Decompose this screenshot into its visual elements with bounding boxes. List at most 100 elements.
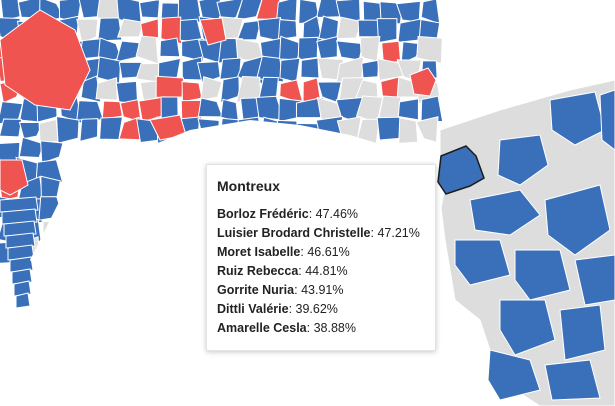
municipality-region[interactable] <box>95 77 118 101</box>
municipality-region[interactable] <box>361 59 380 79</box>
municipality-region[interactable] <box>159 37 181 58</box>
selected-municipality <box>437 145 485 195</box>
municipality-region[interactable] <box>400 41 423 65</box>
municipality-region[interactable] <box>38 118 60 144</box>
municipality-region[interactable] <box>181 37 205 62</box>
municipality-region[interactable] <box>0 159 29 196</box>
municipality-region[interactable] <box>15 292 31 309</box>
municipality-region[interactable] <box>18 121 44 140</box>
candidate-name: Borloz Frédéric <box>217 207 309 221</box>
municipality-region[interactable] <box>99 116 124 141</box>
municipality-region[interactable] <box>96 56 122 85</box>
municipality-region[interactable] <box>101 100 123 120</box>
municipality-region[interactable] <box>116 18 145 38</box>
candidate-percent: 43.91% <box>301 283 344 297</box>
candidate-percent: 46.61% <box>307 245 350 259</box>
municipality-region[interactable] <box>3 220 37 237</box>
candidate-result: Moret Isabelle: 46.61% <box>217 245 350 259</box>
municipality-region[interactable] <box>257 17 282 42</box>
municipality-region[interactable] <box>549 91 606 146</box>
municipality-region[interactable] <box>297 36 319 61</box>
municipality-region[interactable] <box>454 239 511 286</box>
municipality-region[interactable] <box>1 208 38 225</box>
candidate-percent: 39.62% <box>295 302 338 316</box>
municipality-region[interactable] <box>415 116 439 143</box>
municipality-region[interactable] <box>397 98 419 121</box>
municipality-region[interactable] <box>181 81 203 103</box>
municipality-region[interactable] <box>5 232 36 249</box>
municipality-region[interactable] <box>155 75 185 98</box>
municipality-region[interactable] <box>469 189 541 236</box>
candidate-name: Luisier Brodard Christelle <box>217 226 371 240</box>
municipality-region[interactable] <box>599 89 615 151</box>
municipality-region[interactable] <box>11 268 33 285</box>
municipality-region[interactable] <box>0 9 91 111</box>
municipality-region[interactable] <box>13 280 32 297</box>
municipality-region[interactable] <box>376 116 402 141</box>
candidate-percent: 47.21% <box>377 226 420 240</box>
municipality-region[interactable] <box>487 349 541 401</box>
municipality-region[interactable] <box>335 40 364 61</box>
municipality-region[interactable] <box>416 35 443 64</box>
municipality-region[interactable] <box>0 196 39 213</box>
municipality-region[interactable] <box>135 35 159 65</box>
candidate-results-list: Borloz Frédéric: 47.46% Luisier Brodard C… <box>217 205 425 338</box>
municipality-region[interactable] <box>376 18 398 44</box>
candidate-name: Ruiz Rebecca <box>217 264 299 278</box>
municipality-region[interactable] <box>197 97 224 118</box>
municipality-region[interactable] <box>0 118 23 138</box>
municipality-region[interactable] <box>220 76 240 104</box>
municipality-region[interactable] <box>499 299 556 356</box>
municipality-region[interactable] <box>115 40 140 63</box>
municipality-region[interactable] <box>381 40 402 63</box>
candidate-name: Dittli Valérie <box>217 302 289 316</box>
candidate-name: Amarelle Cesla <box>217 321 307 335</box>
municipality-region[interactable] <box>9 256 34 273</box>
candidate-result: Amarelle Cesla: 38.88% <box>217 321 356 335</box>
municipality-region[interactable] <box>96 0 123 22</box>
municipality-region[interactable] <box>199 17 227 46</box>
municipality-region[interactable] <box>279 57 301 83</box>
municipality-region[interactable] <box>80 75 102 103</box>
municipality-region[interactable] <box>200 76 223 101</box>
candidate-name: Moret Isabelle <box>217 245 301 259</box>
municipality-region[interactable] <box>18 136 45 159</box>
municipality-region[interactable] <box>76 18 99 44</box>
municipality-region[interactable] <box>300 57 320 79</box>
municipality-region[interactable] <box>236 19 262 41</box>
municipality-region[interactable] <box>574 254 615 306</box>
candidate-result: Ruiz Rebecca: 44.81% <box>217 264 348 278</box>
candidate-percent: 44.81% <box>305 264 348 278</box>
municipality-region[interactable] <box>316 35 338 60</box>
municipality-region[interactable] <box>559 304 606 361</box>
municipality-region[interactable] <box>497 134 549 186</box>
municipality-region[interactable] <box>514 249 571 301</box>
municipality-region[interactable] <box>40 140 64 164</box>
municipality-region[interactable] <box>420 95 444 122</box>
candidate-percent: 38.88% <box>313 321 356 335</box>
municipality-region[interactable] <box>79 118 99 142</box>
municipality-region[interactable] <box>544 359 601 401</box>
municipality-region[interactable] <box>97 17 123 42</box>
candidate-percent: 47.46% <box>315 207 359 221</box>
municipality-region[interactable] <box>138 0 161 19</box>
municipality-region[interactable] <box>256 55 285 83</box>
municipality-region[interactable] <box>409 67 437 97</box>
map-tooltip: Montreux Borloz Frédéric: 47.46% Luisier … <box>206 164 436 351</box>
municipality-region[interactable] <box>398 117 419 144</box>
municipality-region[interactable] <box>76 100 105 121</box>
selected-municipality-region[interactable] <box>437 145 485 195</box>
municipality-region[interactable] <box>235 0 263 21</box>
candidate-result: Borloz Frédéric: 47.46% <box>217 207 359 221</box>
municipality-region[interactable] <box>0 0 21 22</box>
municipality-region[interactable] <box>140 18 160 42</box>
municipality-region[interactable] <box>55 115 80 144</box>
municipality-region[interactable] <box>544 184 611 256</box>
candidate-result: Luisier Brodard Christelle: 47.21% <box>217 226 420 240</box>
municipality-region[interactable] <box>216 0 244 23</box>
municipality-region[interactable] <box>336 16 363 40</box>
municipality-region[interactable] <box>277 19 298 41</box>
candidate-result: Gorrite Nuria: 43.91% <box>217 283 344 297</box>
candidate-result: Dittli Valérie: 39.62% <box>217 302 338 316</box>
